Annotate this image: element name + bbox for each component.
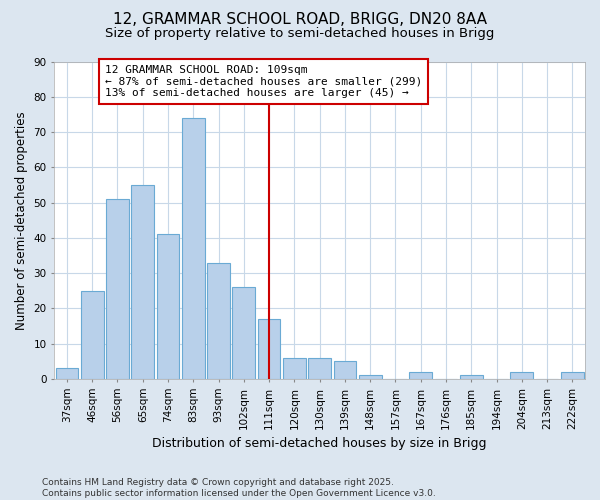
Bar xyxy=(359,376,382,379)
Bar xyxy=(308,358,331,379)
Bar xyxy=(460,376,482,379)
Bar xyxy=(258,319,280,379)
Text: Size of property relative to semi-detached houses in Brigg: Size of property relative to semi-detach… xyxy=(106,28,494,40)
Bar xyxy=(106,199,129,379)
Bar xyxy=(131,185,154,379)
Bar xyxy=(283,358,306,379)
Bar xyxy=(334,362,356,379)
Bar xyxy=(511,372,533,379)
Text: 12 GRAMMAR SCHOOL ROAD: 109sqm
← 87% of semi-detached houses are smaller (299)
1: 12 GRAMMAR SCHOOL ROAD: 109sqm ← 87% of … xyxy=(105,65,422,98)
Bar xyxy=(561,372,584,379)
Bar xyxy=(81,290,104,379)
Bar xyxy=(409,372,432,379)
Bar xyxy=(182,118,205,379)
Bar xyxy=(56,368,79,379)
Text: Contains HM Land Registry data © Crown copyright and database right 2025.
Contai: Contains HM Land Registry data © Crown c… xyxy=(42,478,436,498)
Bar xyxy=(207,262,230,379)
Bar xyxy=(157,234,179,379)
Y-axis label: Number of semi-detached properties: Number of semi-detached properties xyxy=(15,111,28,330)
Bar xyxy=(232,287,255,379)
X-axis label: Distribution of semi-detached houses by size in Brigg: Distribution of semi-detached houses by … xyxy=(152,437,487,450)
Text: 12, GRAMMAR SCHOOL ROAD, BRIGG, DN20 8AA: 12, GRAMMAR SCHOOL ROAD, BRIGG, DN20 8AA xyxy=(113,12,487,28)
